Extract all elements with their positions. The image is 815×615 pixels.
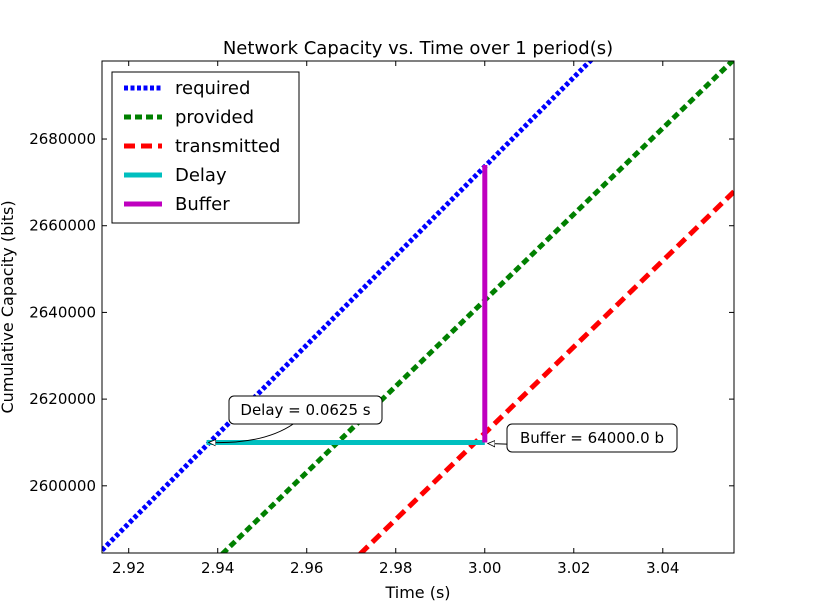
x-tick-label: 3.00	[468, 559, 501, 577]
y-axis-label: Cumulative Capacity (bits)	[0, 200, 17, 413]
chart-title: Network Capacity vs. Time over 1 period(…	[223, 38, 613, 59]
series-layer	[102, 61, 734, 553]
x-tick-label: 2.98	[379, 559, 412, 577]
annotation-text: Buffer = 64000.0 b	[520, 429, 664, 447]
x-tick-label: 3.02	[557, 559, 590, 577]
x-tick-label: 2.92	[112, 559, 145, 577]
series-line-provided	[220, 61, 734, 553]
annotation-delay: Delay = 0.0625 s	[209, 395, 383, 443]
legend-label-delay: Delay	[175, 165, 227, 186]
series-line-transmitted	[358, 189, 734, 553]
annotation-layer: Delay = 0.0625 s Buffer = 64000.0 b	[209, 395, 678, 453]
x-axis-label: Time (s)	[384, 583, 450, 602]
y-tick-label: 2660000	[29, 217, 96, 235]
x-tick-label: 3.04	[646, 559, 679, 577]
legend-label-transmitted: transmitted	[175, 136, 280, 157]
legend-label-provided: provided	[175, 107, 254, 128]
legend: required provided transmitted Delay Buffer	[111, 71, 300, 224]
legend-label-required: required	[175, 78, 250, 99]
annotation-box	[228, 395, 383, 425]
annotation-buffer: Buffer = 64000.0 b	[488, 423, 678, 453]
y-tick-label: 2600000	[29, 477, 96, 495]
y-tick-label: 2680000	[29, 130, 96, 148]
legend-label-buffer: Buffer	[175, 194, 230, 215]
annotation-box	[506, 423, 678, 453]
x-tick-label: 2.96	[290, 559, 323, 577]
annotation-arrow	[209, 423, 294, 443]
ticks-layer: 2.92 2.94 2.96 2.98 3.00 3.02 3.04 2600000 26200…	[29, 61, 734, 577]
annotation-arrow	[488, 443, 508, 444]
annotation-text: Delay = 0.0625 s	[240, 401, 370, 419]
y-tick-label: 2640000	[29, 303, 96, 321]
y-tick-label: 2620000	[29, 390, 96, 408]
x-tick-label: 2.94	[201, 559, 234, 577]
plot-frame	[101, 60, 735, 554]
